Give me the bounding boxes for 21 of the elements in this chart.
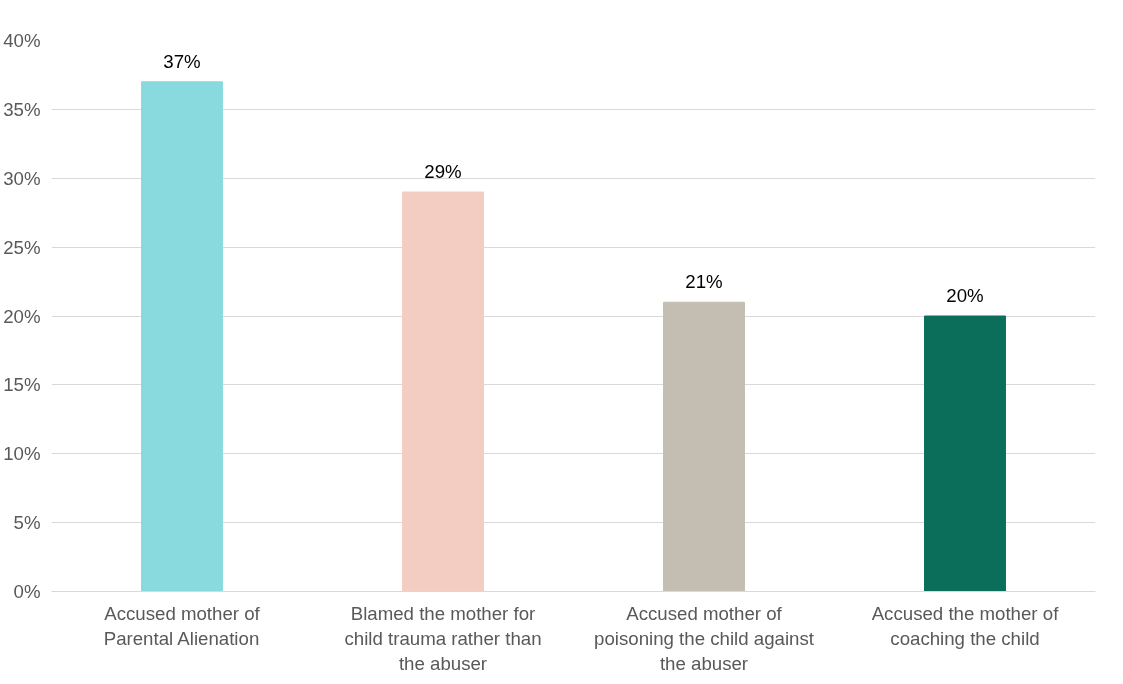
x-tick-label: Accused the mother of coaching the child xyxy=(871,602,1060,649)
y-tick-label: 0% xyxy=(13,581,41,602)
y-tick-label: 10% xyxy=(3,443,41,465)
data-label: 21% xyxy=(685,271,723,293)
y-tick-label: 5% xyxy=(13,512,41,534)
bar xyxy=(141,81,223,592)
y-tick-label: 35% xyxy=(3,98,41,120)
data-label: 20% xyxy=(946,285,984,306)
bar xyxy=(402,191,484,592)
x-tick-label: Blamed the mother for child trauma rather than the abuser xyxy=(344,602,542,674)
x-tick-label: Accused mother of poisoning the child against the abuser xyxy=(594,602,815,674)
y-tick-label: 25% xyxy=(3,236,41,258)
x-tick-label: Accused mother of Parental Alienation xyxy=(103,602,261,649)
bar xyxy=(924,315,1006,592)
bar xyxy=(663,301,745,592)
data-label: 37% xyxy=(163,50,201,72)
y-tick-label: 40% xyxy=(3,30,41,51)
data-label: 29% xyxy=(424,161,462,183)
y-tick-label: 30% xyxy=(3,167,41,189)
y-tick-label: 15% xyxy=(3,374,41,396)
y-tick-label: 20% xyxy=(3,305,41,327)
